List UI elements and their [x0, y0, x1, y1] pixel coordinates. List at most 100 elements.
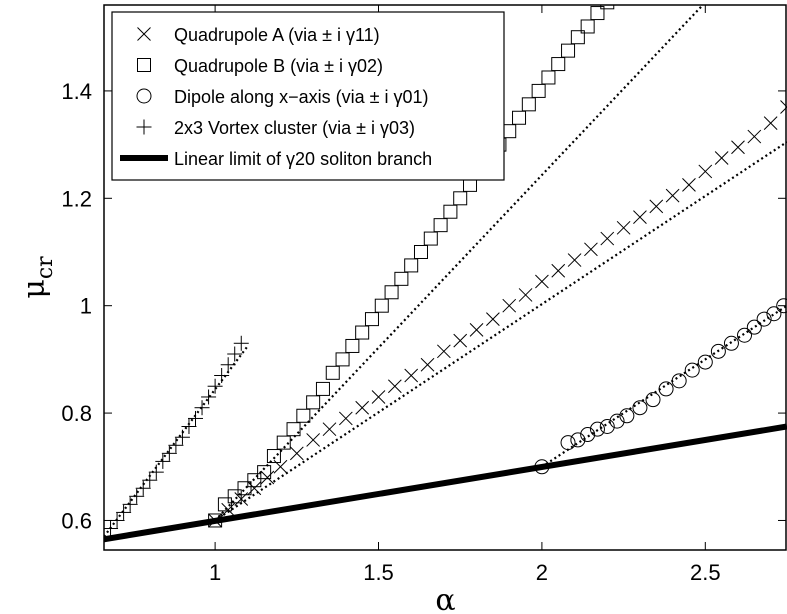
- data-point-plus: [104, 529, 112, 545]
- data-point-plus: [227, 346, 243, 362]
- data-point-circle: [570, 432, 586, 448]
- data-point-square: [266, 449, 281, 464]
- data-point-x: [404, 368, 419, 383]
- data-point-circle: [756, 311, 772, 327]
- legend-marker-x: [137, 27, 151, 41]
- data-point-x-stroke: [387, 379, 402, 394]
- data-point-x-stroke: [518, 288, 533, 302]
- data-point-circle: [671, 373, 687, 389]
- y-axis-label-subscript: cr: [33, 256, 58, 279]
- data-point-square: [512, 110, 527, 125]
- data-point-x: [437, 344, 451, 359]
- data-point-square: [335, 352, 350, 367]
- data-point-x: [247, 481, 262, 496]
- data-point-plus: [207, 378, 223, 394]
- data-point-x: [322, 422, 337, 437]
- data-point-square: [227, 489, 242, 504]
- data-markers: [104, 5, 787, 545]
- data-point-x-stroke: [208, 513, 222, 528]
- data-point-x-stroke: [780, 106, 787, 114]
- legend-marker-square: [137, 58, 151, 72]
- data-point-square: [590, 6, 605, 21]
- x-axis-label: α: [435, 583, 455, 614]
- data-point-circle: [710, 343, 726, 359]
- data-point-x-stroke: [584, 242, 598, 257]
- data-point-circle: [776, 298, 787, 314]
- data-point-square: [257, 465, 272, 480]
- data-point-square: [521, 97, 536, 112]
- data-point-x: [208, 513, 222, 528]
- data-point-square: [374, 298, 389, 313]
- legend-marker-circle: [136, 88, 152, 104]
- data-point-square: [443, 204, 458, 219]
- x-tick-label: 1: [209, 560, 221, 585]
- data-point-x-stroke: [469, 322, 484, 337]
- y-axis-label: μcr: [17, 256, 58, 299]
- data-point-square: [355, 325, 370, 340]
- y-axis-label-group: μcr: [17, 256, 58, 299]
- data-point-plus: [155, 453, 171, 469]
- data-point-plus: [104, 521, 119, 537]
- data-point-x-stroke: [698, 164, 713, 179]
- data-point-x-stroke: [260, 470, 275, 485]
- data-point-x: [260, 470, 275, 485]
- data-point-square: [570, 30, 585, 45]
- data-point-plus: [220, 357, 236, 373]
- data-point-x: [355, 400, 370, 415]
- data-point-x: [665, 188, 680, 203]
- data-point-plus: [142, 472, 158, 488]
- data-point-square: [345, 338, 360, 353]
- y-tick-label: 0.6: [61, 508, 92, 533]
- legend-box: [111, 11, 505, 181]
- data-point-x: [682, 178, 696, 192]
- data-point-square: [306, 395, 321, 410]
- data-point-x: [649, 199, 664, 214]
- legend-entry: Linear limit of γ20 soliton branch: [174, 149, 432, 169]
- data-point-square: [541, 70, 556, 85]
- data-point-square: [364, 312, 379, 327]
- legend-entry: Quadrupole B (via ± i γ02): [174, 56, 383, 76]
- data-point-plus: [201, 389, 217, 405]
- data-point-circle: [589, 421, 605, 437]
- data-point-x-stroke: [420, 357, 435, 372]
- data-point-x: [780, 100, 787, 114]
- y-tick-label: 0.8: [61, 401, 92, 426]
- data-point-x-stroke: [649, 199, 664, 214]
- data-point-plus: [122, 496, 138, 512]
- data-point-plus: [214, 367, 230, 383]
- data-point-square: [453, 191, 468, 206]
- data-point-x: [469, 322, 484, 337]
- x-tick-label: 2.5: [690, 560, 721, 585]
- data-point-x-stroke: [247, 481, 262, 496]
- data-point-x-stroke: [682, 178, 696, 192]
- data-point-x: [600, 231, 615, 246]
- data-point-x: [221, 502, 236, 517]
- data-point-circle: [609, 413, 625, 429]
- data-point-circle: [560, 435, 576, 451]
- legend-entry: Quadrupole A (via ± i γ11): [174, 25, 380, 45]
- data-point-x: [306, 433, 321, 447]
- data-point-square: [237, 481, 252, 496]
- data-point-plus: [116, 504, 132, 520]
- data-point-circle: [658, 381, 674, 397]
- data-point-plus: [135, 480, 151, 496]
- data-point-x-stroke: [437, 344, 451, 359]
- data-point-x-stroke: [714, 151, 729, 165]
- data-point-x: [567, 253, 582, 267]
- data-point-circle: [746, 319, 762, 335]
- data-point-plus: [181, 419, 197, 435]
- data-point-square: [247, 473, 262, 488]
- data-point-circle: [737, 327, 753, 343]
- data-point-circle: [580, 427, 596, 443]
- data-point-plus: [148, 464, 164, 480]
- data-point-x: [714, 151, 729, 165]
- data-point-square: [208, 513, 223, 528]
- data-point-plus: [109, 512, 125, 528]
- data-point-plus: [174, 429, 190, 445]
- data-point-x-stroke: [355, 400, 370, 415]
- y-tick-label: 1: [80, 294, 92, 319]
- data-point-circle: [645, 392, 661, 408]
- fit-lines: [104, 5, 787, 538]
- data-point-x-stroke: [306, 433, 321, 447]
- data-point-x: [763, 116, 778, 130]
